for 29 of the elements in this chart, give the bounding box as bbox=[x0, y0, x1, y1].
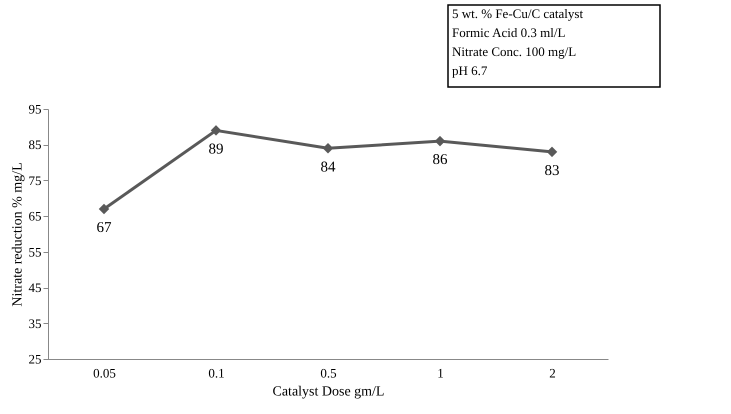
y-tick-label: 85 bbox=[28, 137, 42, 152]
x-tick-label: 0.5 bbox=[320, 366, 337, 380]
y-tick-label: 75 bbox=[28, 172, 42, 188]
point bbox=[98, 204, 110, 214]
x-tick-label: 0.1 bbox=[208, 366, 225, 380]
data-label: 84 bbox=[320, 159, 336, 176]
point bbox=[210, 125, 222, 136]
y-tick-label: 45 bbox=[28, 280, 42, 296]
data-label: 89 bbox=[208, 141, 224, 158]
y-tick-label: 25 bbox=[28, 352, 42, 366]
point bbox=[434, 136, 446, 146]
x-axis-title: Catalyst Dose gm/L bbox=[272, 384, 384, 400]
y-tick-label: 55 bbox=[28, 244, 42, 260]
text: Formic Acid 0.3 ml/L bbox=[452, 25, 566, 40]
y-axis-title: Nitrate reduction % mg/L bbox=[10, 162, 26, 307]
x-tick-label: 2 bbox=[549, 366, 556, 380]
x-tick-label: 0.05 bbox=[93, 366, 116, 380]
data-label: 67 bbox=[96, 220, 112, 236]
text: pH 6.7 bbox=[452, 63, 488, 78]
y-tick-label: 65 bbox=[28, 208, 42, 224]
point bbox=[322, 143, 334, 154]
text: 5 wt. % Fe-Cu/C catalyst bbox=[452, 6, 584, 21]
data-label: 86 bbox=[432, 152, 448, 168]
data-label: 83 bbox=[544, 162, 560, 179]
x-tick-label: 1 bbox=[437, 366, 444, 380]
y-tick-label: 35 bbox=[28, 316, 42, 331]
point bbox=[546, 146, 558, 158]
y-tick-label: 95 bbox=[28, 102, 42, 116]
text: Nitrate Conc. 100 mg/L bbox=[452, 44, 576, 59]
